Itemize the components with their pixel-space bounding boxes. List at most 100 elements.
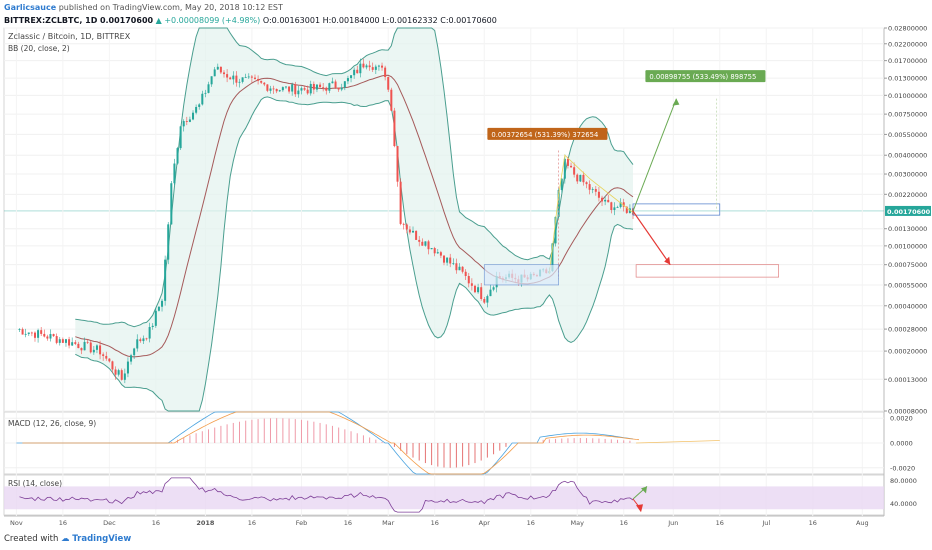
candle-body <box>198 104 201 107</box>
candle-body <box>433 248 436 254</box>
candle-body <box>176 148 179 164</box>
price-tick-label: 0.00075000 <box>888 261 927 269</box>
time-tick-label: May <box>571 519 585 527</box>
candle-body <box>142 338 145 342</box>
candle-body <box>133 348 136 356</box>
candle-body <box>192 112 195 120</box>
candle-body <box>95 345 98 350</box>
candle-body <box>275 88 278 92</box>
rsi-pane[interactable] <box>4 477 884 513</box>
candle-body <box>408 229 411 233</box>
candle-body <box>418 239 421 242</box>
candle-body <box>427 241 430 250</box>
candle-body <box>492 287 495 290</box>
candle-body <box>114 369 117 375</box>
price-tick-label: 0.00020000 <box>888 348 927 356</box>
macd-projection <box>636 440 720 444</box>
candle-body <box>89 342 92 353</box>
candle-body <box>566 158 569 166</box>
candle-body <box>195 106 198 113</box>
candle-body <box>340 87 343 90</box>
publish-info: Garlicsauce published on TradingView.com… <box>4 3 283 12</box>
candle-body <box>297 90 300 95</box>
rsi-line <box>19 477 634 513</box>
candle-body <box>238 81 241 83</box>
rsi-green-arrow-head <box>641 486 648 494</box>
bb-lower-line <box>75 96 634 412</box>
price-tick-label: 0.00013000 <box>888 376 927 384</box>
time-tick-label: 16 <box>344 519 352 527</box>
price-tick-label: 0.00550000 <box>888 131 927 139</box>
macd-title: MACD (12, 26, close, 9) <box>8 419 96 428</box>
candle-body <box>74 342 77 344</box>
symbol-info: BITTREX:ZCLBTC, 1D 0.00170600 ▲ +0.00008… <box>4 16 497 25</box>
candle-body <box>489 289 492 297</box>
candle-body <box>33 332 36 338</box>
candle-body <box>554 216 557 244</box>
candle-body <box>483 299 486 303</box>
candle-body <box>188 119 191 122</box>
footer: Created with ☁ TradingView <box>4 534 131 544</box>
time-tick-label: 16 <box>620 519 628 527</box>
price-tick-label: 0.02800000 <box>888 25 927 33</box>
candle-body <box>46 336 49 339</box>
candle-body <box>284 86 287 88</box>
bb-indicator-label: BB (20, close, 2) <box>8 44 70 53</box>
time-tick-label: Mar <box>382 519 395 527</box>
candle-body <box>111 361 114 370</box>
candle-body <box>30 332 33 334</box>
candle-body <box>154 310 157 326</box>
price-pane[interactable]: 0.00372654 (531.39%) 372654 0.00898755 (5… <box>4 27 884 516</box>
green-arrow-line <box>632 98 677 212</box>
candle-body <box>446 257 449 263</box>
time-tick-label: 16 <box>152 519 160 527</box>
trend-line <box>548 154 637 275</box>
price-tick-label: 0.00750000 <box>888 111 927 119</box>
author-link[interactable]: Garlicsauce <box>4 3 57 12</box>
candle-body <box>263 82 266 85</box>
candle-body <box>235 75 238 83</box>
candle-body <box>260 80 263 83</box>
rsi-band <box>4 486 884 510</box>
candle-body <box>123 373 126 380</box>
candle-body <box>83 341 86 351</box>
candle-body <box>591 189 594 190</box>
candle-body <box>436 252 439 254</box>
candle-body <box>232 75 235 80</box>
price-tick-label: 0.00170600 <box>887 208 931 216</box>
candle-body <box>421 241 424 246</box>
candle-body <box>325 87 328 91</box>
candle-body <box>424 241 427 246</box>
time-tick-label: Feb <box>296 519 308 527</box>
rsi-title: RSI (14, close) <box>8 479 62 488</box>
candle-body <box>80 348 83 351</box>
last-price-badge <box>885 205 931 216</box>
tradingview-brand[interactable]: TradingView <box>72 534 132 544</box>
tradingview-logo-icon: ☁ <box>61 534 70 544</box>
price-tick-label: 0.00100000 <box>888 242 927 250</box>
rsi-tick-label: 40.0000 <box>890 500 917 508</box>
candle-body <box>21 329 24 335</box>
green-arrow-head <box>672 98 680 106</box>
red-arrow-head <box>664 256 671 265</box>
candle-body <box>151 325 154 328</box>
candle-body <box>204 92 207 94</box>
candle-body <box>480 287 483 300</box>
time-tick-label: 16 <box>59 519 67 527</box>
candle-body <box>343 81 346 88</box>
candle-body <box>368 65 371 68</box>
price-tick-label: 0.00055000 <box>888 281 927 289</box>
price-tick-label: 0.00300000 <box>888 171 927 179</box>
candle-body <box>319 84 322 88</box>
macd-pane[interactable] <box>4 411 884 475</box>
target-box-red <box>635 264 779 278</box>
candle-body <box>219 66 222 73</box>
candle-body <box>582 174 585 183</box>
candle-body <box>396 146 399 182</box>
candle-body <box>37 330 40 338</box>
price-label: 0.00170600 <box>99 16 154 25</box>
price-tick-label: 0.02200000 <box>888 40 927 48</box>
time-tick-label: Jun <box>667 519 678 527</box>
time-tick-label: Apr <box>479 519 491 527</box>
